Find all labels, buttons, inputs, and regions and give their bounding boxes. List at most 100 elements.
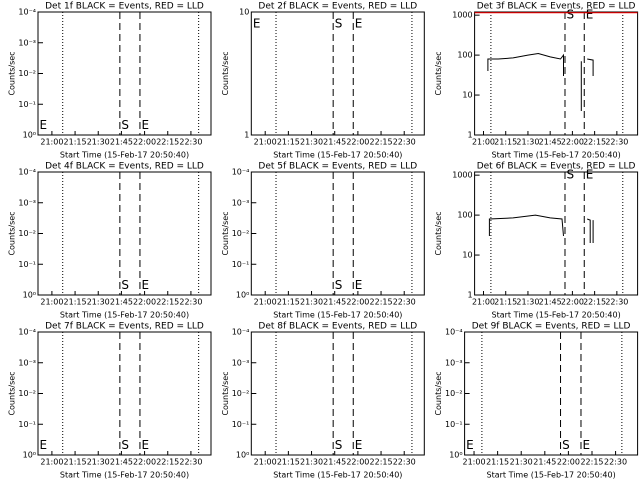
x-tick-label: 21:45 [533,458,556,467]
plot-frame [37,171,212,296]
y-tick-label: 1 [244,131,249,140]
panel-title: Det 4f BLACK = Events, RED = LLD [45,162,204,172]
y-tick-label: 10⁻² [232,389,250,398]
x-axis-label: Start Time (15-Feb-17 20:50:40) [60,311,189,320]
y-axis-label: Counts/sec [434,211,443,255]
x-axis-label: Start Time (15-Feb-17 20:50:40) [491,311,620,320]
x-tick-label: 22:00 [133,458,156,467]
x-tick-label: 21:45 [539,138,562,147]
x-tick-label: 21:30 [87,138,110,147]
x-tick-label: 22:00 [561,138,584,147]
annotation: E [40,118,48,132]
annotation: E [586,168,594,182]
panel-title: Det 5f BLACK = Events, RED = LLD [258,162,417,172]
y-tick-label: 10 [462,251,472,260]
y-tick-label: 10⁻³ [18,198,36,207]
x-axis-label: Start Time (15-Feb-17 20:50:40) [60,471,189,480]
x-tick-label: 21:00 [254,138,277,147]
panel-title: Det 1f BLACK = Events, RED = LLD [45,2,204,12]
x-tick-label: 22:15 [156,138,179,147]
annotation: S [335,438,343,452]
y-tick-label: 10⁻² [18,69,36,78]
series-line [488,214,594,243]
annotation: E [141,438,149,452]
x-axis-label: Start Time (15-Feb-17 20:50:40) [60,151,189,160]
x-tick-label: 22:00 [346,138,369,147]
x-tick-label: 21:45 [110,298,133,307]
y-tick-label: 10⁻¹ [18,100,36,109]
annotation: S [566,168,574,182]
x-tick-label: 22:30 [393,458,416,467]
x-tick-label: 21:45 [539,298,562,307]
y-tick-label: 10⁰ [23,451,36,460]
y-tick-label: 10⁰ [23,131,36,140]
plot-frame [250,331,425,456]
x-tick-label: 21:15 [64,138,87,147]
plot-frame [250,171,425,296]
x-tick-label: 21:00 [40,138,63,147]
y-tick-label: 10⁻¹ [445,420,463,429]
annotation: S [562,438,570,452]
x-tick-label: 21:45 [323,458,346,467]
x-tick-label: 22:30 [605,138,628,147]
annotation: E [586,8,594,22]
y-axis-label: Counts/sec [434,51,443,95]
x-tick-label: 22:30 [605,298,628,307]
annotation: S [335,278,343,292]
x-tick-label: 22:15 [370,458,393,467]
x-axis-label: Start Time (15-Feb-17 20:50:40) [491,151,620,160]
x-tick-label: 21:15 [277,458,300,467]
annotation: E [466,438,474,452]
panel-title: Det 6f BLACK = Events, RED = LLD [477,162,636,172]
annotation: E [141,118,149,132]
x-tick-label: 21:00 [40,298,63,307]
x-tick-label: 21:15 [64,298,87,307]
x-tick-label: 21:30 [300,298,323,307]
annotation: E [355,438,363,452]
annotation: E [141,278,149,292]
x-tick-label: 21:45 [110,458,133,467]
x-tick-label: 22:00 [561,298,584,307]
y-tick-label: 100 [457,211,472,220]
x-tick-label: 22:15 [370,298,393,307]
x-tick-label: 22:30 [179,138,202,147]
x-tick-label: 22:00 [557,458,580,467]
x-tick-label: 22:15 [370,138,393,147]
y-tick-label: 10⁻³ [232,358,250,367]
y-axis-label: Counts/sec [8,51,17,95]
y-tick-label: 10⁻⁴ [18,8,36,17]
plot-frame [474,171,639,296]
y-tick-label: 10⁻² [18,389,36,398]
plot-frame [250,11,425,136]
y-axis-label: Counts/sec [221,51,230,95]
y-tick-label: 10⁻⁴ [18,328,36,337]
panel-title: Det 3f BLACK = Events, RED = LLD [477,2,636,12]
plot-frame [464,331,639,456]
y-tick-label: 1000 [452,11,472,20]
x-axis-label: Start Time (15-Feb-17 20:50:40) [486,471,615,480]
x-tick-label: 21:45 [110,138,133,147]
x-axis-label: Start Time (15-Feb-17 20:50:40) [273,151,402,160]
x-tick-label: 21:15 [486,458,509,467]
y-tick-label: 10⁻³ [232,198,250,207]
x-tick-label: 22:00 [346,458,369,467]
y-tick-label: 10⁰ [449,451,462,460]
panel-title: Det 2f BLACK = Events, RED = LLD [258,2,417,12]
x-tick-label: 22:00 [133,138,156,147]
panel-title: Det 8f BLACK = Events, RED = LLD [258,322,417,332]
y-tick-label: 10⁰ [236,291,249,300]
x-tick-label: 21:00 [254,298,277,307]
y-tick-label: 10⁻¹ [232,260,250,269]
x-tick-label: 22:00 [346,298,369,307]
x-tick-label: 22:15 [156,298,179,307]
x-tick-label: 22:30 [393,298,416,307]
